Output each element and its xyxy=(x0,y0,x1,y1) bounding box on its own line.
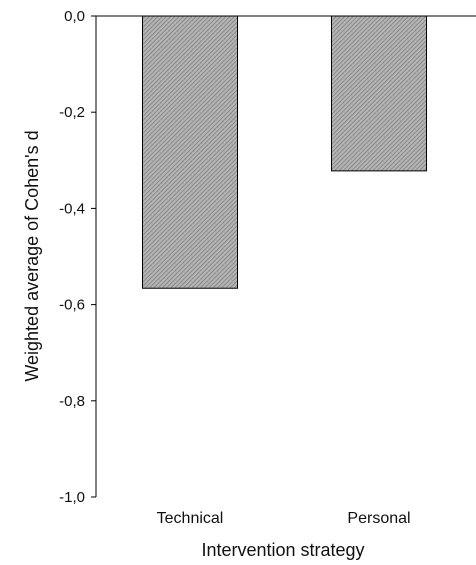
bar-technical xyxy=(142,15,238,289)
y-tick-label: -0,4 xyxy=(59,200,85,217)
x-category-label: Personal xyxy=(347,510,410,527)
bar-personal xyxy=(331,15,427,172)
bars-group xyxy=(142,15,427,289)
y-tick-label: 0,0 xyxy=(64,8,85,25)
x-category-labels: Technical Personal xyxy=(157,510,411,527)
x-axis-title: Intervention strategy xyxy=(201,540,364,560)
y-tick-label: -0,6 xyxy=(59,297,85,314)
y-tick-label: -1,0 xyxy=(59,489,85,506)
y-ticks-group: 0,0 -0,2 -0,4 -0,6 -0,8 -1,0 xyxy=(59,8,96,506)
y-axis-title: Weighted average of Cohen's d xyxy=(22,130,42,381)
y-tick-label: -0,8 xyxy=(59,393,85,410)
x-category-label: Technical xyxy=(157,510,224,527)
y-tick-label: -0,2 xyxy=(59,104,85,121)
